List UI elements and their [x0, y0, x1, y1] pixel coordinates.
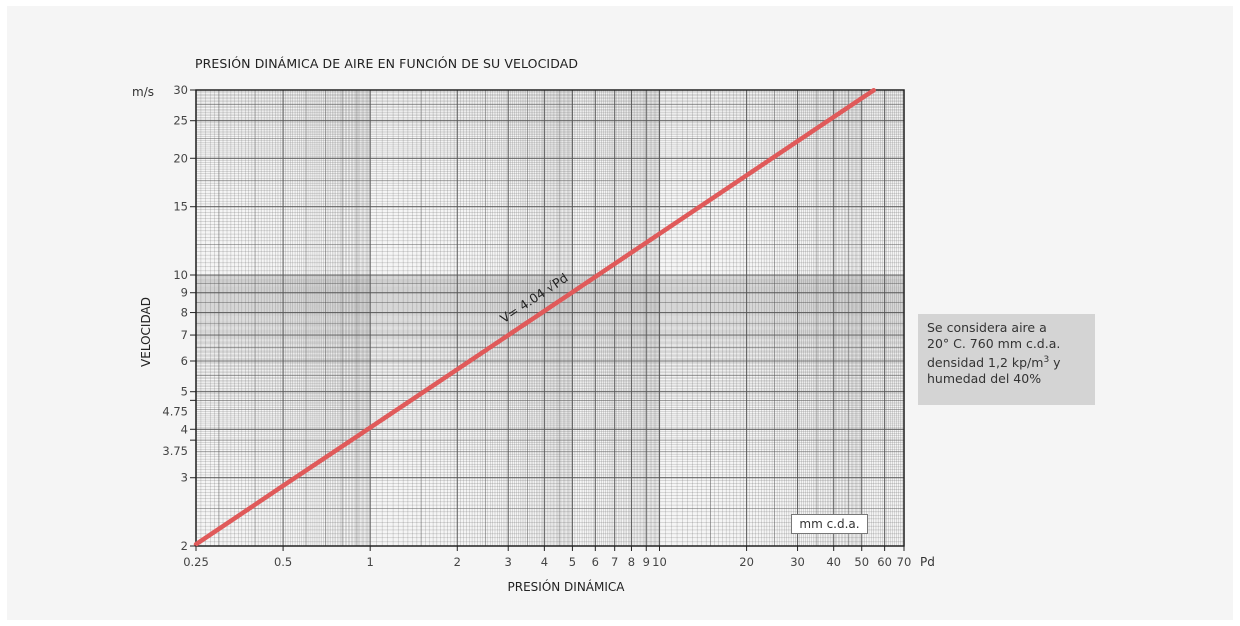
x-unit-label: Pd	[920, 555, 935, 569]
y-tick-label: 10	[173, 268, 188, 282]
note-density: densidad 1,2 kp/m	[927, 355, 1044, 370]
x-tick-label: 5	[569, 555, 576, 569]
note-line-4: humedad del 40%	[927, 371, 1042, 386]
y-tick-label: 6	[181, 354, 188, 368]
note-superscript: 3	[1043, 355, 1050, 365]
grid-layer	[195, 89, 905, 547]
x-tick-label: 3	[505, 555, 512, 569]
x-tick-label: 50	[854, 555, 869, 569]
note-line-1: Se considera aire a	[927, 320, 1047, 335]
x-tick-label: 1	[367, 555, 374, 569]
y-unit-label: m/s	[132, 85, 154, 99]
x-unit-box: mm c.d.a.	[791, 514, 868, 534]
x-tick-label: 6	[592, 555, 599, 569]
x-tick-label: 9	[643, 555, 650, 569]
note-y: y	[1053, 355, 1061, 370]
x-tick-label: 70	[897, 555, 912, 569]
x-tick-label: 60	[877, 555, 892, 569]
x-tick-label: 4	[541, 555, 548, 569]
chart-title: PRESIÓN DINÁMICA DE AIRE EN FUNCIÓN DE S…	[195, 56, 579, 71]
y-tick-label: 20	[173, 151, 188, 165]
conditions-note: Se considera aire a 20° C. 760 mm c.d.a.…	[918, 314, 1095, 405]
x-tick-label: 20	[739, 555, 754, 569]
y-tick-label: 8	[181, 306, 188, 320]
y-tick-label: 4.75	[162, 404, 188, 418]
x-tick-label: 40	[826, 555, 841, 569]
x-tick-label: 10	[652, 555, 667, 569]
plot-frame	[195, 89, 905, 547]
x-tick-label: 2	[454, 555, 461, 569]
x-axis-title: PRESIÓN DINÁMICA	[508, 579, 626, 594]
note-line-2: 20° C. 760 mm c.d.a.	[927, 336, 1061, 351]
y-tick-label: 25	[173, 114, 188, 128]
y-tick-label: 30	[173, 83, 188, 97]
x-tick-label: 8	[628, 555, 635, 569]
y-tick-label: 15	[173, 200, 188, 214]
y-tick-label: 5	[181, 385, 188, 399]
y-axis-title: VELOCIDAD	[139, 297, 153, 367]
note-line-3: densidad 1,2 kp/m3 y	[927, 352, 1086, 371]
y-tick-label: 2	[181, 539, 188, 553]
y-tick-label: 3.75	[162, 444, 188, 458]
tick-layer: 0.25 0.5 1 2 3 4 5 6 7 8 9 10 20 30 40 50 60 70233.7544.7…	[162, 83, 911, 569]
y-tick-label: 4	[181, 422, 188, 436]
y-tick-label: 9	[181, 286, 188, 300]
y-tick-label: 7	[181, 328, 188, 342]
x-tick-label: 0.5	[274, 555, 292, 569]
x-tick-label: 7	[611, 555, 618, 569]
x-tick-label: 30	[790, 555, 805, 569]
y-tick-label: 3	[181, 471, 188, 485]
series-line	[193, 87, 876, 547]
x-tick-label: 0.25	[183, 555, 209, 569]
